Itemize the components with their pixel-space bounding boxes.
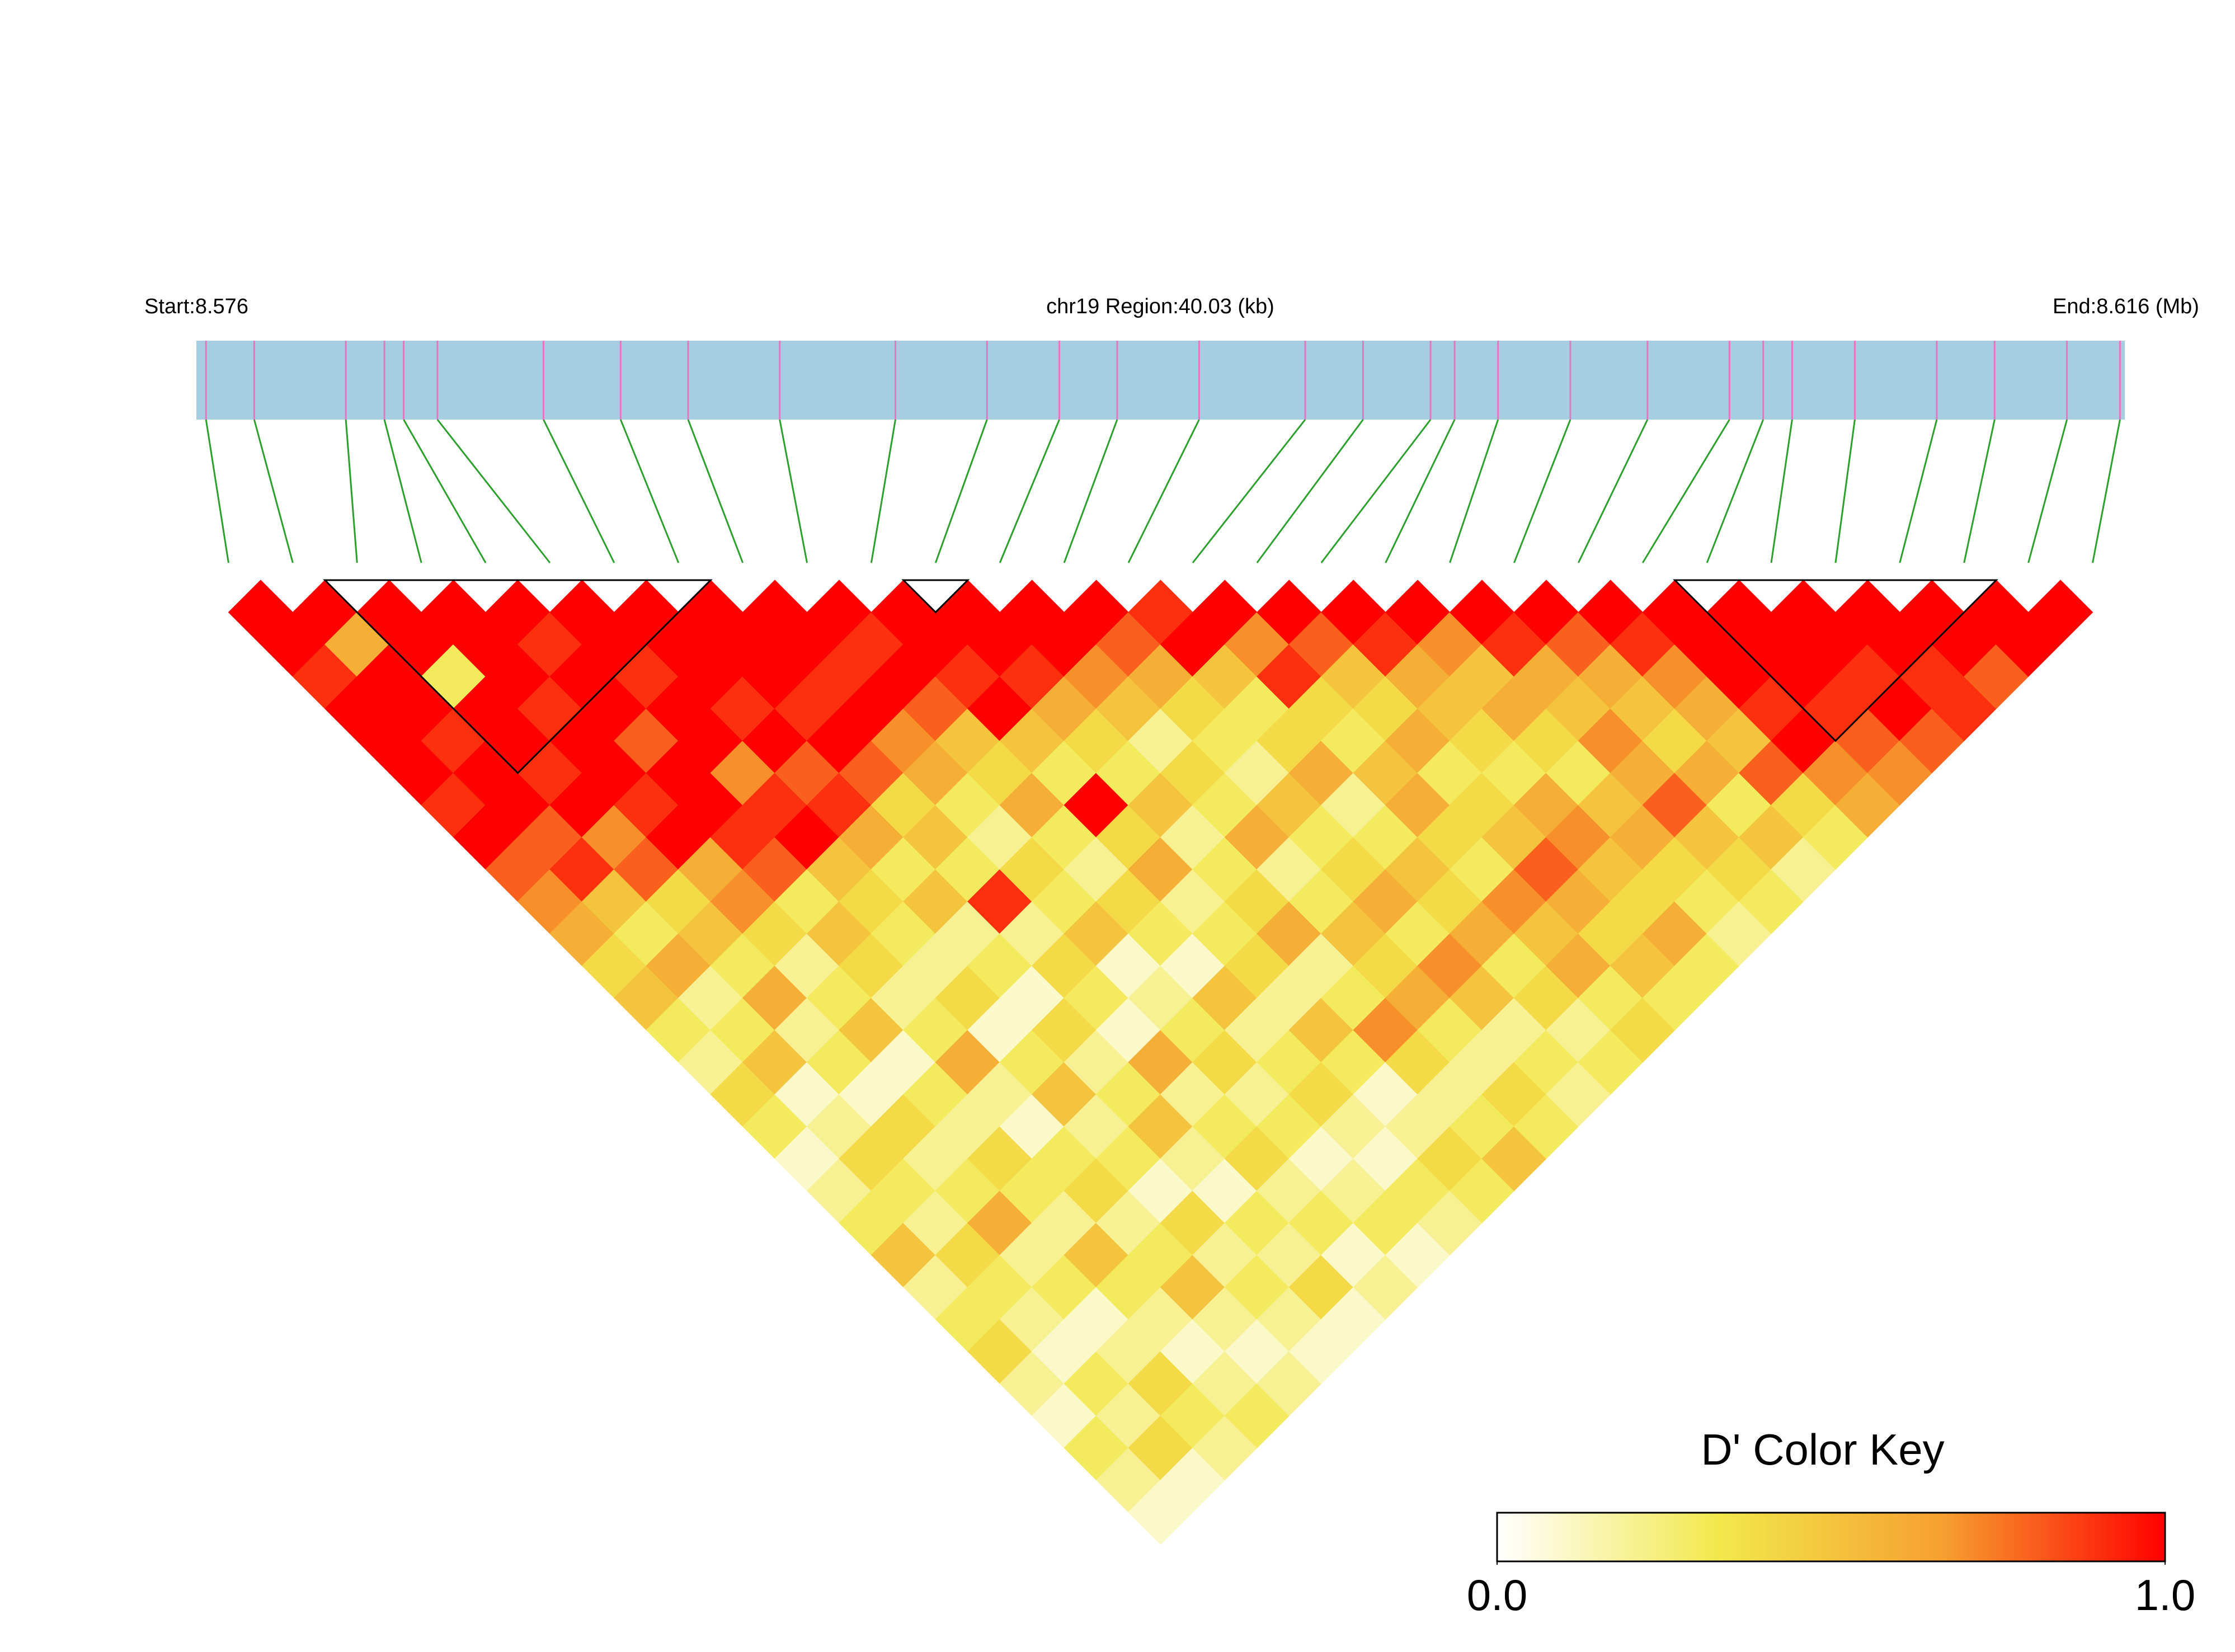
- snp-connector: [2027, 419, 2068, 563]
- color-key-tick-label: 1.0: [2135, 1570, 2195, 1620]
- snp-connector: [1834, 419, 1856, 563]
- snp-connector: [543, 419, 615, 563]
- snp-connector: [383, 419, 422, 563]
- snp-connector: [1513, 419, 1571, 563]
- snp-connector: [619, 419, 680, 563]
- start-label: Start:8.576: [144, 295, 248, 318]
- region-track: [196, 341, 2125, 420]
- snp-connector: [1449, 419, 1499, 563]
- color-key-title: D' Color Key: [1701, 1425, 1944, 1474]
- snp-connector: [1899, 419, 1938, 563]
- snp-connector: [870, 419, 897, 563]
- end-label: End:8.616 (Mb): [2053, 295, 2199, 318]
- ld-block: [1673, 579, 1998, 742]
- snp-connector: [1963, 419, 1996, 563]
- snp-connector: [1577, 419, 1649, 563]
- snp-connector: [436, 419, 551, 563]
- snp-connector: [1641, 419, 1730, 563]
- snp-connector: [1320, 419, 1432, 563]
- snp-connector: [1770, 419, 1793, 563]
- snp-connector: [2092, 419, 2121, 563]
- color-key: [1496, 1512, 2166, 1562]
- snp-connector: [1256, 419, 1364, 563]
- snp-connector: [1063, 419, 1118, 563]
- ld-block: [323, 579, 713, 774]
- snp-connector: [403, 419, 487, 563]
- snp-connector: [934, 419, 988, 563]
- snp-connector: [205, 419, 229, 563]
- snp-connector: [779, 419, 808, 563]
- snp-connector: [1127, 419, 1200, 563]
- snp-connector: [1706, 419, 1765, 563]
- ld-cell: [2027, 580, 2093, 645]
- snp-connector: [687, 419, 744, 563]
- snp-connector: [253, 419, 294, 563]
- snp-connector: [999, 419, 1060, 563]
- snp-connector: [1192, 419, 1306, 563]
- region-label: chr19 Region:40.03 (kb): [1046, 295, 1274, 318]
- snp-connector: [1385, 419, 1456, 563]
- snp-connector: [345, 419, 358, 563]
- color-key-tick-label: 0.0: [1467, 1570, 1527, 1620]
- ld-block: [901, 579, 970, 614]
